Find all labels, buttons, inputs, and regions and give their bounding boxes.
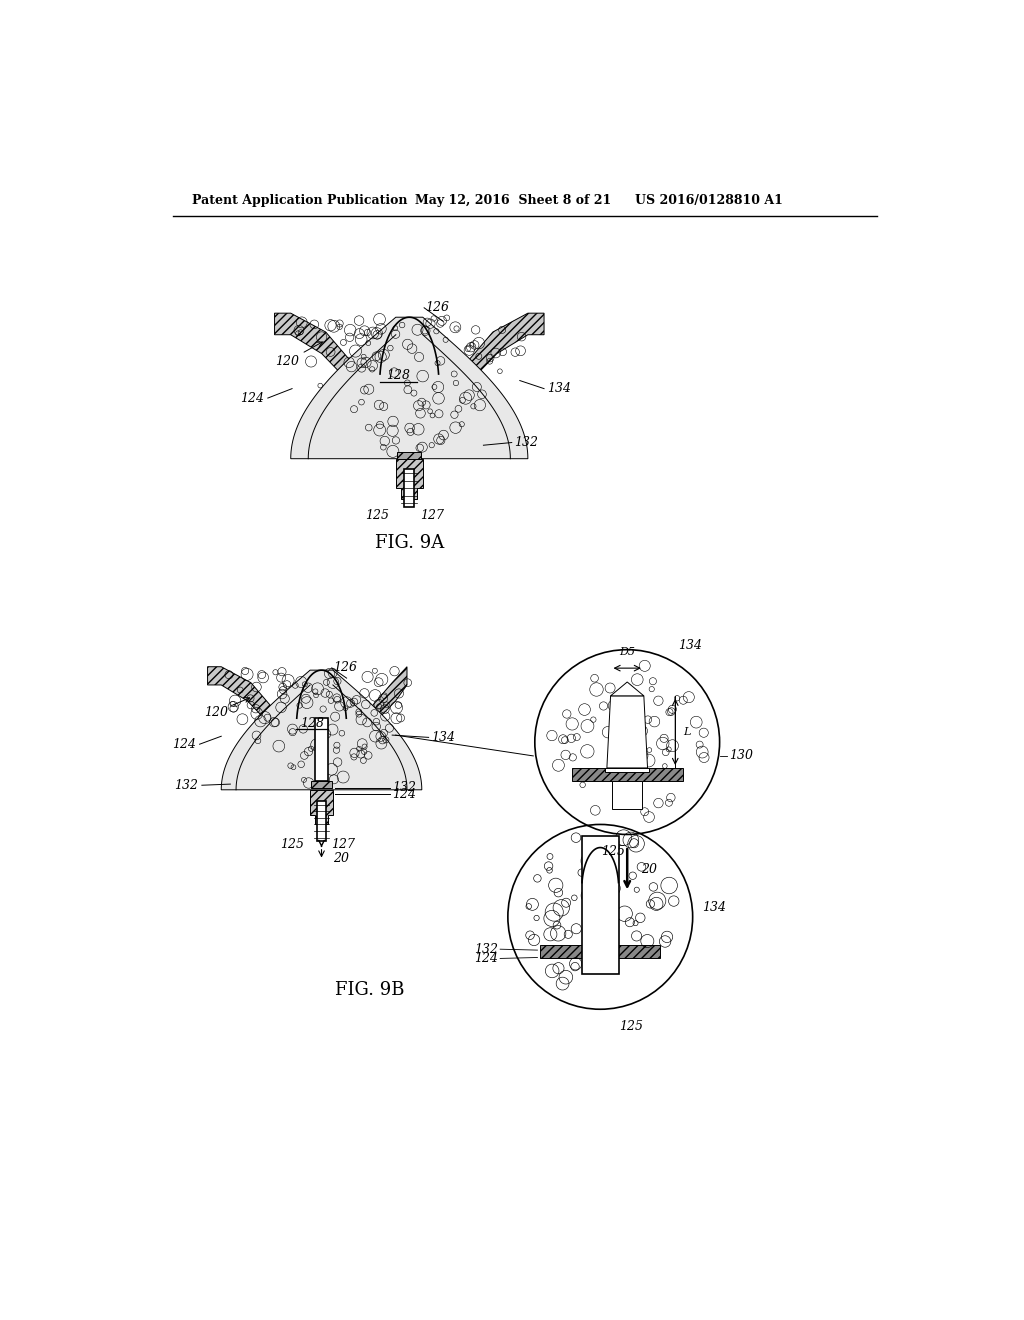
Polygon shape bbox=[333, 667, 407, 789]
Polygon shape bbox=[396, 459, 423, 499]
Bar bbox=[311, 780, 332, 788]
Bar bbox=[317, 801, 326, 841]
Text: May 12, 2016  Sheet 8 of 21: May 12, 2016 Sheet 8 of 21 bbox=[416, 194, 611, 207]
Text: 120: 120 bbox=[274, 342, 323, 368]
Text: 120: 120 bbox=[204, 697, 250, 719]
Bar bbox=[571, 768, 683, 781]
Polygon shape bbox=[274, 313, 396, 459]
Polygon shape bbox=[291, 317, 528, 459]
Polygon shape bbox=[610, 682, 644, 696]
Polygon shape bbox=[423, 313, 544, 459]
Polygon shape bbox=[208, 667, 310, 789]
Bar bbox=[397, 451, 422, 459]
Text: 124: 124 bbox=[240, 392, 264, 404]
Text: 134: 134 bbox=[431, 731, 455, 744]
Text: 125: 125 bbox=[618, 1020, 643, 1034]
Text: 132: 132 bbox=[514, 436, 539, 449]
Text: 134: 134 bbox=[547, 381, 570, 395]
Text: 20: 20 bbox=[333, 851, 349, 865]
Bar bbox=[582, 836, 618, 974]
Bar bbox=[605, 768, 649, 772]
Text: 130: 130 bbox=[729, 750, 753, 763]
Polygon shape bbox=[607, 696, 647, 768]
Text: FIG. 9B: FIG. 9B bbox=[335, 981, 404, 999]
Text: 134: 134 bbox=[678, 639, 702, 652]
Text: 132: 132 bbox=[174, 779, 199, 792]
Text: 124: 124 bbox=[474, 952, 499, 965]
Text: 124: 124 bbox=[172, 738, 197, 751]
Text: 125: 125 bbox=[601, 845, 626, 858]
Text: 128: 128 bbox=[386, 368, 411, 381]
Text: L: L bbox=[683, 727, 690, 737]
Text: 125: 125 bbox=[281, 838, 304, 851]
Text: 134: 134 bbox=[701, 902, 726, 915]
Text: 124: 124 bbox=[392, 788, 416, 801]
Bar bbox=[612, 781, 642, 809]
Text: 126: 126 bbox=[425, 301, 450, 314]
Bar bbox=[541, 945, 660, 957]
Text: 125: 125 bbox=[366, 508, 389, 521]
Text: D5: D5 bbox=[620, 647, 635, 657]
Text: 132: 132 bbox=[392, 781, 416, 795]
Text: 128: 128 bbox=[300, 717, 325, 730]
Polygon shape bbox=[310, 789, 333, 824]
Bar bbox=[315, 718, 328, 780]
Text: 20: 20 bbox=[641, 862, 657, 875]
Text: 132: 132 bbox=[474, 942, 499, 956]
Bar bbox=[404, 470, 415, 507]
Text: FIG. 9A: FIG. 9A bbox=[375, 535, 444, 552]
Text: US 2016/0128810 A1: US 2016/0128810 A1 bbox=[635, 194, 782, 207]
Text: 127: 127 bbox=[331, 838, 354, 851]
Text: Patent Application Publication: Patent Application Publication bbox=[193, 194, 408, 207]
Polygon shape bbox=[221, 671, 422, 789]
Text: 126: 126 bbox=[333, 661, 357, 675]
Text: 127: 127 bbox=[420, 508, 444, 521]
